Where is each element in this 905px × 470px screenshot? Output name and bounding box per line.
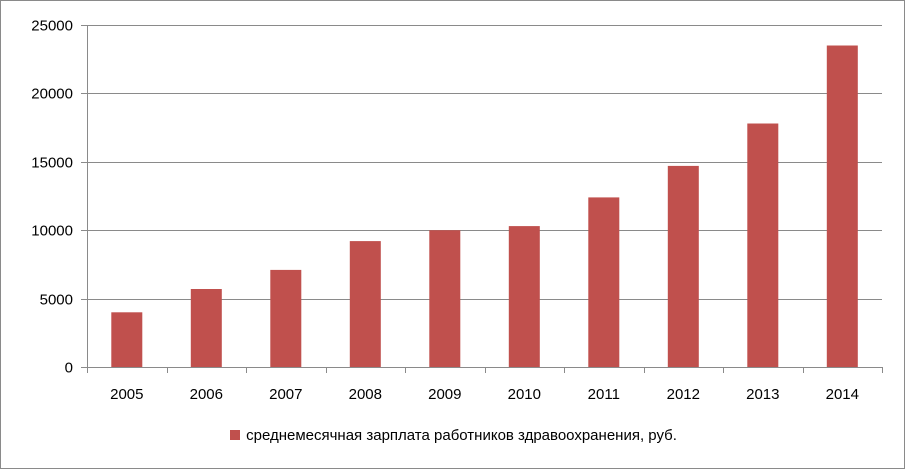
x-tick-label: 2010	[508, 386, 541, 403]
y-tick-label: 5000	[40, 292, 73, 309]
x-tick-label: 2013	[746, 386, 779, 403]
x-tick-label: 2008	[349, 386, 382, 403]
y-tick-label: 15000	[31, 155, 73, 172]
bar	[667, 165, 699, 367]
x-tick-label: 2006	[190, 386, 223, 403]
bar	[190, 289, 222, 367]
legend-label: среднемесячная зарплата работников здрав…	[246, 427, 677, 444]
bar	[508, 226, 540, 367]
x-tick-label: 2014	[826, 386, 859, 403]
x-tick-labels: 2005 2006 2007 2008 2009 2010 2011 2012 2013 2014	[110, 386, 859, 403]
y-tick-label: 0	[65, 360, 73, 377]
bar	[349, 241, 381, 367]
x-tick-label: 2011	[588, 386, 620, 403]
bar	[747, 123, 779, 367]
y-tick-label: 10000	[31, 223, 73, 240]
bars	[111, 45, 858, 367]
bar	[826, 45, 858, 367]
bar	[270, 269, 302, 367]
axes	[87, 25, 882, 368]
x-tick-label: 2012	[667, 386, 700, 403]
x-tick-label: 2007	[269, 386, 302, 403]
legend: среднемесячная зарплата работников здрав…	[1, 427, 905, 444]
bar	[588, 197, 620, 367]
bar	[111, 312, 143, 367]
y-tick-label: 20000	[31, 86, 73, 103]
legend-swatch	[230, 430, 241, 440]
y-tick-labels: 0 5000 10000 15000 20000 25000	[31, 18, 73, 377]
x-tick-label: 2005	[110, 386, 143, 403]
y-tick-label: 25000	[31, 18, 73, 35]
x-tick-label: 2009	[428, 386, 461, 403]
bar	[429, 230, 461, 367]
